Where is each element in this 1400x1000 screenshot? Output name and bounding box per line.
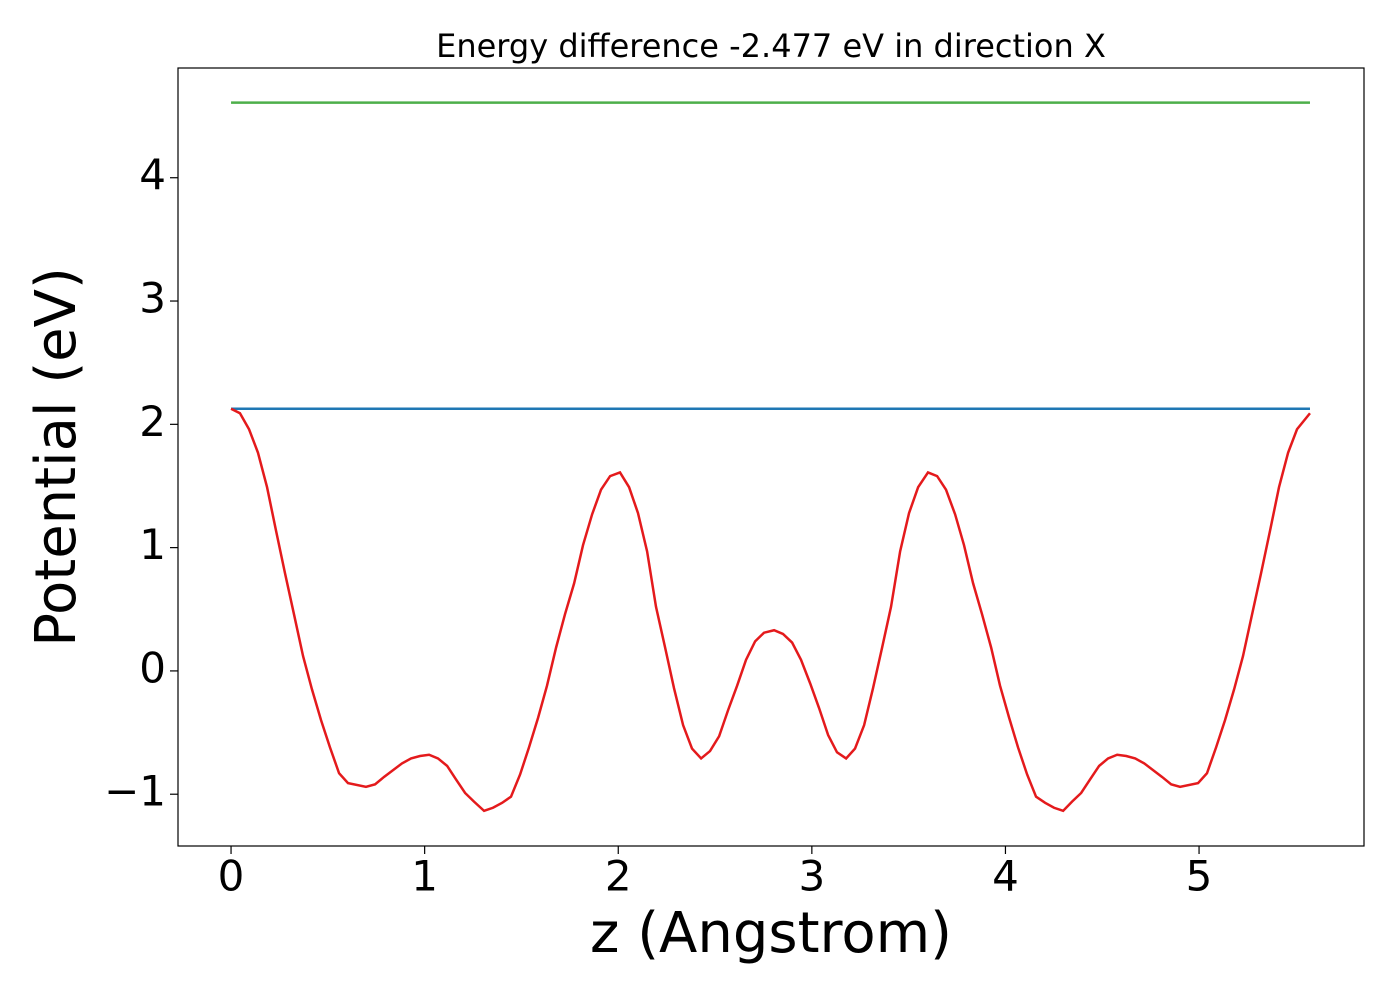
series-line: [230, 407, 1311, 813]
x-tick-label: 3: [798, 852, 825, 901]
y-tick-label: −1: [104, 767, 166, 816]
x-tick-label: 5: [1186, 852, 1213, 901]
x-tick-label: 4: [992, 852, 1019, 901]
x-tick-label: 0: [218, 852, 245, 901]
y-tick-label: 3: [139, 274, 166, 323]
x-tick-label: 1: [411, 852, 438, 901]
chart-title: Energy difference -2.477 eV in direction…: [436, 27, 1106, 65]
x-tick-label: 2: [605, 852, 632, 901]
y-tick-label: 1: [139, 520, 166, 569]
y-tick-label: 4: [139, 150, 166, 199]
y-axis-label: Potential (eV): [24, 267, 89, 647]
y-tick-label: 0: [139, 643, 166, 692]
plot-frame: [177, 67, 1365, 847]
y-tick-label: 2: [139, 397, 166, 446]
x-axis-label: z (Angstrom): [590, 901, 952, 966]
